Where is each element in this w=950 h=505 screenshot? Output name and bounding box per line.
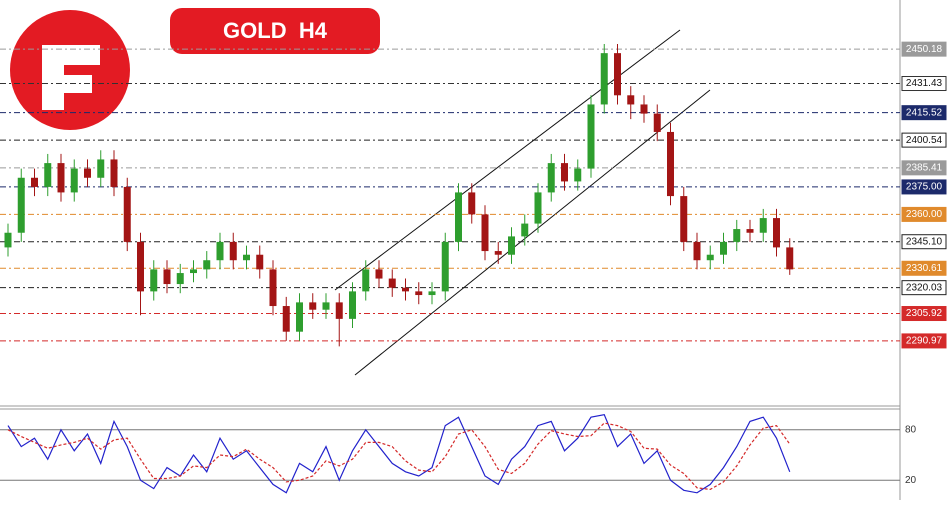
candle-body — [150, 269, 158, 292]
candle-body — [322, 302, 330, 310]
candle-body — [31, 177, 38, 187]
level-label: 2330.61 — [906, 263, 943, 274]
level-label: 2360.00 — [906, 209, 943, 220]
level-label-box — [901, 280, 947, 296]
candle-body — [84, 168, 91, 178]
candle-body — [375, 269, 383, 279]
channel-line — [354, 89, 711, 376]
oscillator-line — [7, 413, 791, 494]
candle-body — [521, 223, 529, 237]
candle-body — [229, 241, 237, 261]
candle-body — [4, 232, 12, 248]
candle-body — [653, 113, 661, 132]
candle-body — [640, 104, 648, 114]
candle-body — [534, 192, 542, 224]
candle-body — [17, 177, 25, 233]
candle-body — [733, 229, 741, 242]
level-label: 2400.54 — [906, 135, 943, 146]
candle-body — [600, 53, 608, 105]
candle-body — [190, 269, 197, 274]
title-badge: GOLD H4 — [170, 8, 380, 54]
level-label: 2431.43 — [906, 78, 943, 89]
level-label: 2290.97 — [906, 336, 943, 347]
oscillator-tick-label: 80 — [905, 424, 917, 435]
candle-body — [680, 196, 688, 242]
level-label: 2375.00 — [906, 182, 943, 193]
candle-body — [335, 302, 343, 319]
level-label: 2450.18 — [906, 44, 943, 55]
candle-body — [468, 192, 476, 215]
candle-body — [786, 247, 794, 270]
candle-body — [269, 269, 277, 307]
level-label-box — [901, 206, 947, 222]
candle-body — [137, 241, 144, 292]
candle-body — [309, 302, 317, 310]
candle-body — [746, 229, 754, 233]
candle-body — [547, 163, 555, 193]
candle-body — [759, 218, 767, 233]
logo — [10, 10, 130, 130]
candle-body — [123, 186, 131, 242]
level-label: 2415.52 — [906, 107, 943, 118]
level-label-box — [901, 260, 947, 276]
candle-body — [402, 287, 409, 292]
chart-title: GOLD H4 — [223, 18, 328, 43]
level-label-box — [901, 179, 947, 195]
candle-body — [561, 163, 568, 182]
candle-body — [494, 251, 502, 255]
candle-body — [627, 95, 635, 105]
candle-body — [203, 260, 211, 270]
level-label-box — [901, 333, 947, 349]
candle-body — [176, 273, 184, 285]
logo-circle — [10, 10, 130, 130]
title-box — [170, 8, 380, 54]
candle-body — [362, 269, 370, 292]
candle-body — [97, 159, 105, 178]
candle-body — [349, 291, 356, 319]
candle-body — [415, 291, 423, 296]
candle-body — [70, 168, 78, 193]
level-label: 2305.92 — [906, 308, 943, 319]
candle-body — [481, 214, 489, 252]
candle-body — [574, 168, 582, 182]
level-label-box — [901, 132, 947, 148]
candle-body — [388, 278, 396, 288]
candle-body — [667, 131, 674, 197]
candle-body — [57, 163, 65, 193]
level-label-box — [901, 160, 947, 176]
candle-body — [243, 254, 250, 261]
level-label-box — [901, 41, 947, 57]
candle-body — [163, 269, 171, 285]
candle-body — [587, 104, 595, 169]
candle-body — [706, 254, 714, 261]
candle-body — [256, 254, 264, 270]
level-label-box — [901, 306, 947, 322]
level-label: 2345.10 — [906, 236, 943, 247]
candle-body — [216, 241, 224, 261]
level-label-box — [901, 234, 947, 250]
level-label-box — [901, 76, 947, 92]
candle-body — [282, 306, 290, 332]
oscillator-line — [7, 422, 791, 491]
oscillator-tick-label: 20 — [905, 475, 917, 486]
level-label: 2320.03 — [906, 282, 943, 293]
candle-body — [614, 53, 621, 96]
candle-body — [693, 241, 701, 261]
level-label: 2385.41 — [906, 162, 943, 173]
candle-body — [428, 291, 436, 296]
candle-body — [441, 241, 449, 292]
candle-body — [773, 218, 780, 248]
candle-body — [455, 192, 462, 242]
channel-line — [334, 29, 681, 291]
candle-body — [508, 236, 515, 255]
candle-body — [44, 163, 52, 187]
level-label-box — [901, 105, 947, 121]
candle-body — [110, 159, 118, 187]
candle-body — [720, 241, 727, 255]
candle-body — [296, 302, 303, 332]
logo-glyph — [42, 45, 100, 110]
